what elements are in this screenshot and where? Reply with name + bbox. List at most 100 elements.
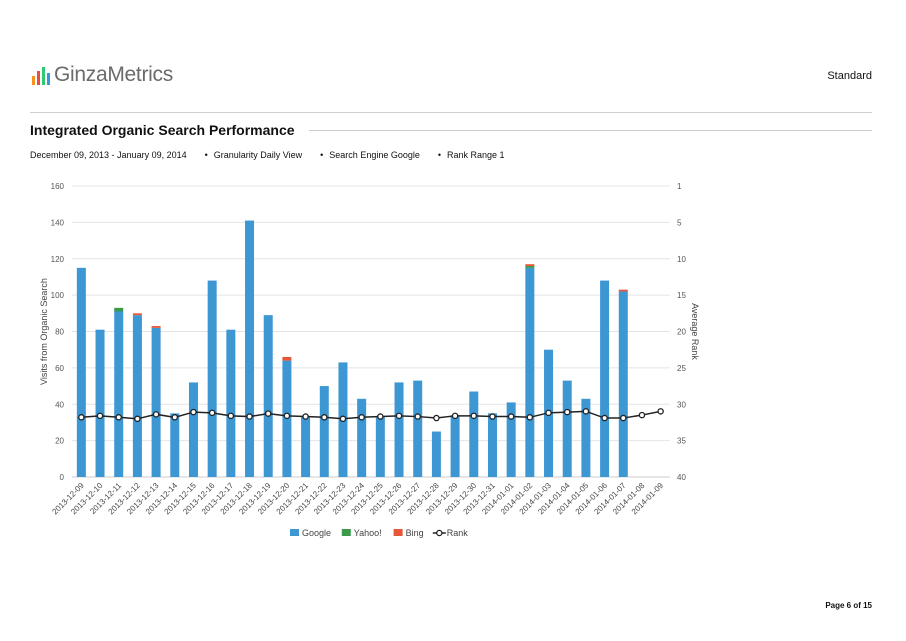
bar-bing bbox=[282, 356, 292, 361]
rank-point bbox=[545, 409, 552, 417]
rank-point bbox=[227, 412, 235, 420]
bar-google bbox=[245, 220, 255, 477]
logo-bars-icon bbox=[32, 65, 50, 85]
rank-point bbox=[377, 413, 384, 420]
rank-point bbox=[339, 415, 347, 423]
y2-tick-label: 1 bbox=[677, 182, 682, 191]
rank-point bbox=[115, 414, 122, 421]
legend-label: Rank bbox=[447, 528, 469, 538]
rank-line bbox=[81, 410, 661, 420]
rank-point bbox=[152, 411, 160, 418]
legend-swatch-rank-point bbox=[436, 529, 443, 537]
bar-yahoo bbox=[525, 266, 535, 268]
rank-point bbox=[451, 412, 459, 420]
bar-google bbox=[319, 386, 329, 477]
filter-rank-range: Rank Range 1 bbox=[438, 150, 505, 160]
bar-google bbox=[413, 380, 423, 477]
rank-point bbox=[395, 412, 403, 420]
y-tick-label: 80 bbox=[55, 328, 64, 337]
y-tick-label: 140 bbox=[51, 218, 65, 227]
y-tick-label: 160 bbox=[51, 182, 65, 191]
y-tick-label: 60 bbox=[55, 364, 64, 373]
rank-point bbox=[526, 414, 534, 421]
bar-google bbox=[581, 398, 591, 477]
y-axis-title: Visits from Organic Search bbox=[39, 278, 49, 385]
rank-point bbox=[96, 412, 104, 420]
y-tick-label: 20 bbox=[55, 437, 64, 446]
y2-tick-label: 30 bbox=[677, 400, 686, 409]
logo-text: GinzaMetrics bbox=[54, 63, 173, 86]
rank-point bbox=[620, 414, 627, 422]
bar-google bbox=[207, 280, 217, 477]
bar-google bbox=[431, 431, 441, 477]
report-filters: December 09, 2013 - January 09, 2014 Gra… bbox=[30, 150, 505, 160]
bar-google bbox=[114, 311, 124, 477]
bar-google bbox=[357, 398, 367, 477]
plan-label: Standard bbox=[827, 70, 872, 82]
bar-google bbox=[188, 382, 198, 477]
bar-bing bbox=[151, 326, 161, 328]
date-range: December 09, 2013 - January 09, 2014 bbox=[30, 150, 187, 160]
ginzametrics-logo: GinzaMetrics bbox=[32, 62, 173, 88]
y-tick-label: 120 bbox=[51, 255, 65, 264]
rank-point bbox=[283, 412, 291, 420]
rank-point bbox=[190, 408, 197, 416]
bar-google bbox=[469, 391, 479, 477]
y-tick-label: 0 bbox=[60, 473, 65, 482]
y2-tick-label: 25 bbox=[677, 364, 686, 373]
filter-granularity: Granularity Daily View bbox=[205, 150, 302, 160]
bar-google bbox=[375, 416, 385, 477]
y2-tick-label: 35 bbox=[677, 437, 686, 446]
bar-google bbox=[506, 402, 516, 477]
rank-point bbox=[470, 412, 478, 420]
legend-swatch-bing bbox=[393, 529, 403, 536]
bar-google bbox=[562, 380, 572, 477]
rank-point bbox=[563, 408, 571, 416]
rank-point bbox=[638, 411, 646, 419]
bar-google bbox=[487, 413, 497, 477]
bar-yahoo bbox=[114, 307, 124, 312]
rank-point bbox=[171, 414, 179, 421]
report-title: Integrated Organic Search Performance bbox=[30, 122, 295, 138]
y2-tick-label: 20 bbox=[677, 328, 686, 337]
y2-tick-label: 5 bbox=[677, 218, 682, 227]
title-divider bbox=[308, 129, 872, 131]
rank-point bbox=[246, 413, 253, 420]
bar-google bbox=[151, 327, 161, 477]
rank-point bbox=[489, 413, 496, 420]
bar-google bbox=[525, 267, 535, 477]
bar-google bbox=[76, 267, 86, 477]
report-title-row: Integrated Organic Search Performance bbox=[30, 122, 872, 138]
y2-tick-label: 15 bbox=[677, 291, 686, 300]
bar-google bbox=[450, 415, 460, 477]
rank-point bbox=[302, 413, 309, 420]
y-tick-label: 100 bbox=[51, 291, 65, 300]
rank-point bbox=[414, 413, 421, 420]
bar-google bbox=[95, 329, 105, 477]
legend-label: Google bbox=[302, 528, 331, 538]
y2-axis-title: Average Rank bbox=[690, 303, 700, 360]
bar-google bbox=[394, 382, 404, 477]
y-tick-label: 40 bbox=[55, 400, 64, 409]
bar-google bbox=[226, 329, 236, 477]
bar-bing bbox=[132, 313, 142, 316]
rank-point bbox=[601, 414, 608, 422]
bar-bing bbox=[525, 264, 535, 267]
rank-point bbox=[321, 414, 328, 421]
rank-point bbox=[134, 415, 141, 423]
legend-swatch-google bbox=[290, 529, 299, 536]
y2-tick-label: 40 bbox=[677, 473, 686, 482]
bar-bing bbox=[618, 289, 628, 292]
header-divider bbox=[30, 112, 872, 113]
bar-google bbox=[132, 315, 142, 477]
legend-label: Yahoo! bbox=[354, 528, 382, 538]
rank-point bbox=[657, 408, 664, 415]
bar-google bbox=[618, 291, 628, 477]
y2-tick-label: 10 bbox=[677, 255, 686, 264]
bar-google bbox=[170, 413, 180, 477]
bar-google bbox=[600, 280, 610, 477]
rank-point bbox=[433, 414, 440, 422]
legend-label: Bing bbox=[406, 528, 424, 538]
page-number: Page 6 of 15 bbox=[825, 601, 872, 610]
